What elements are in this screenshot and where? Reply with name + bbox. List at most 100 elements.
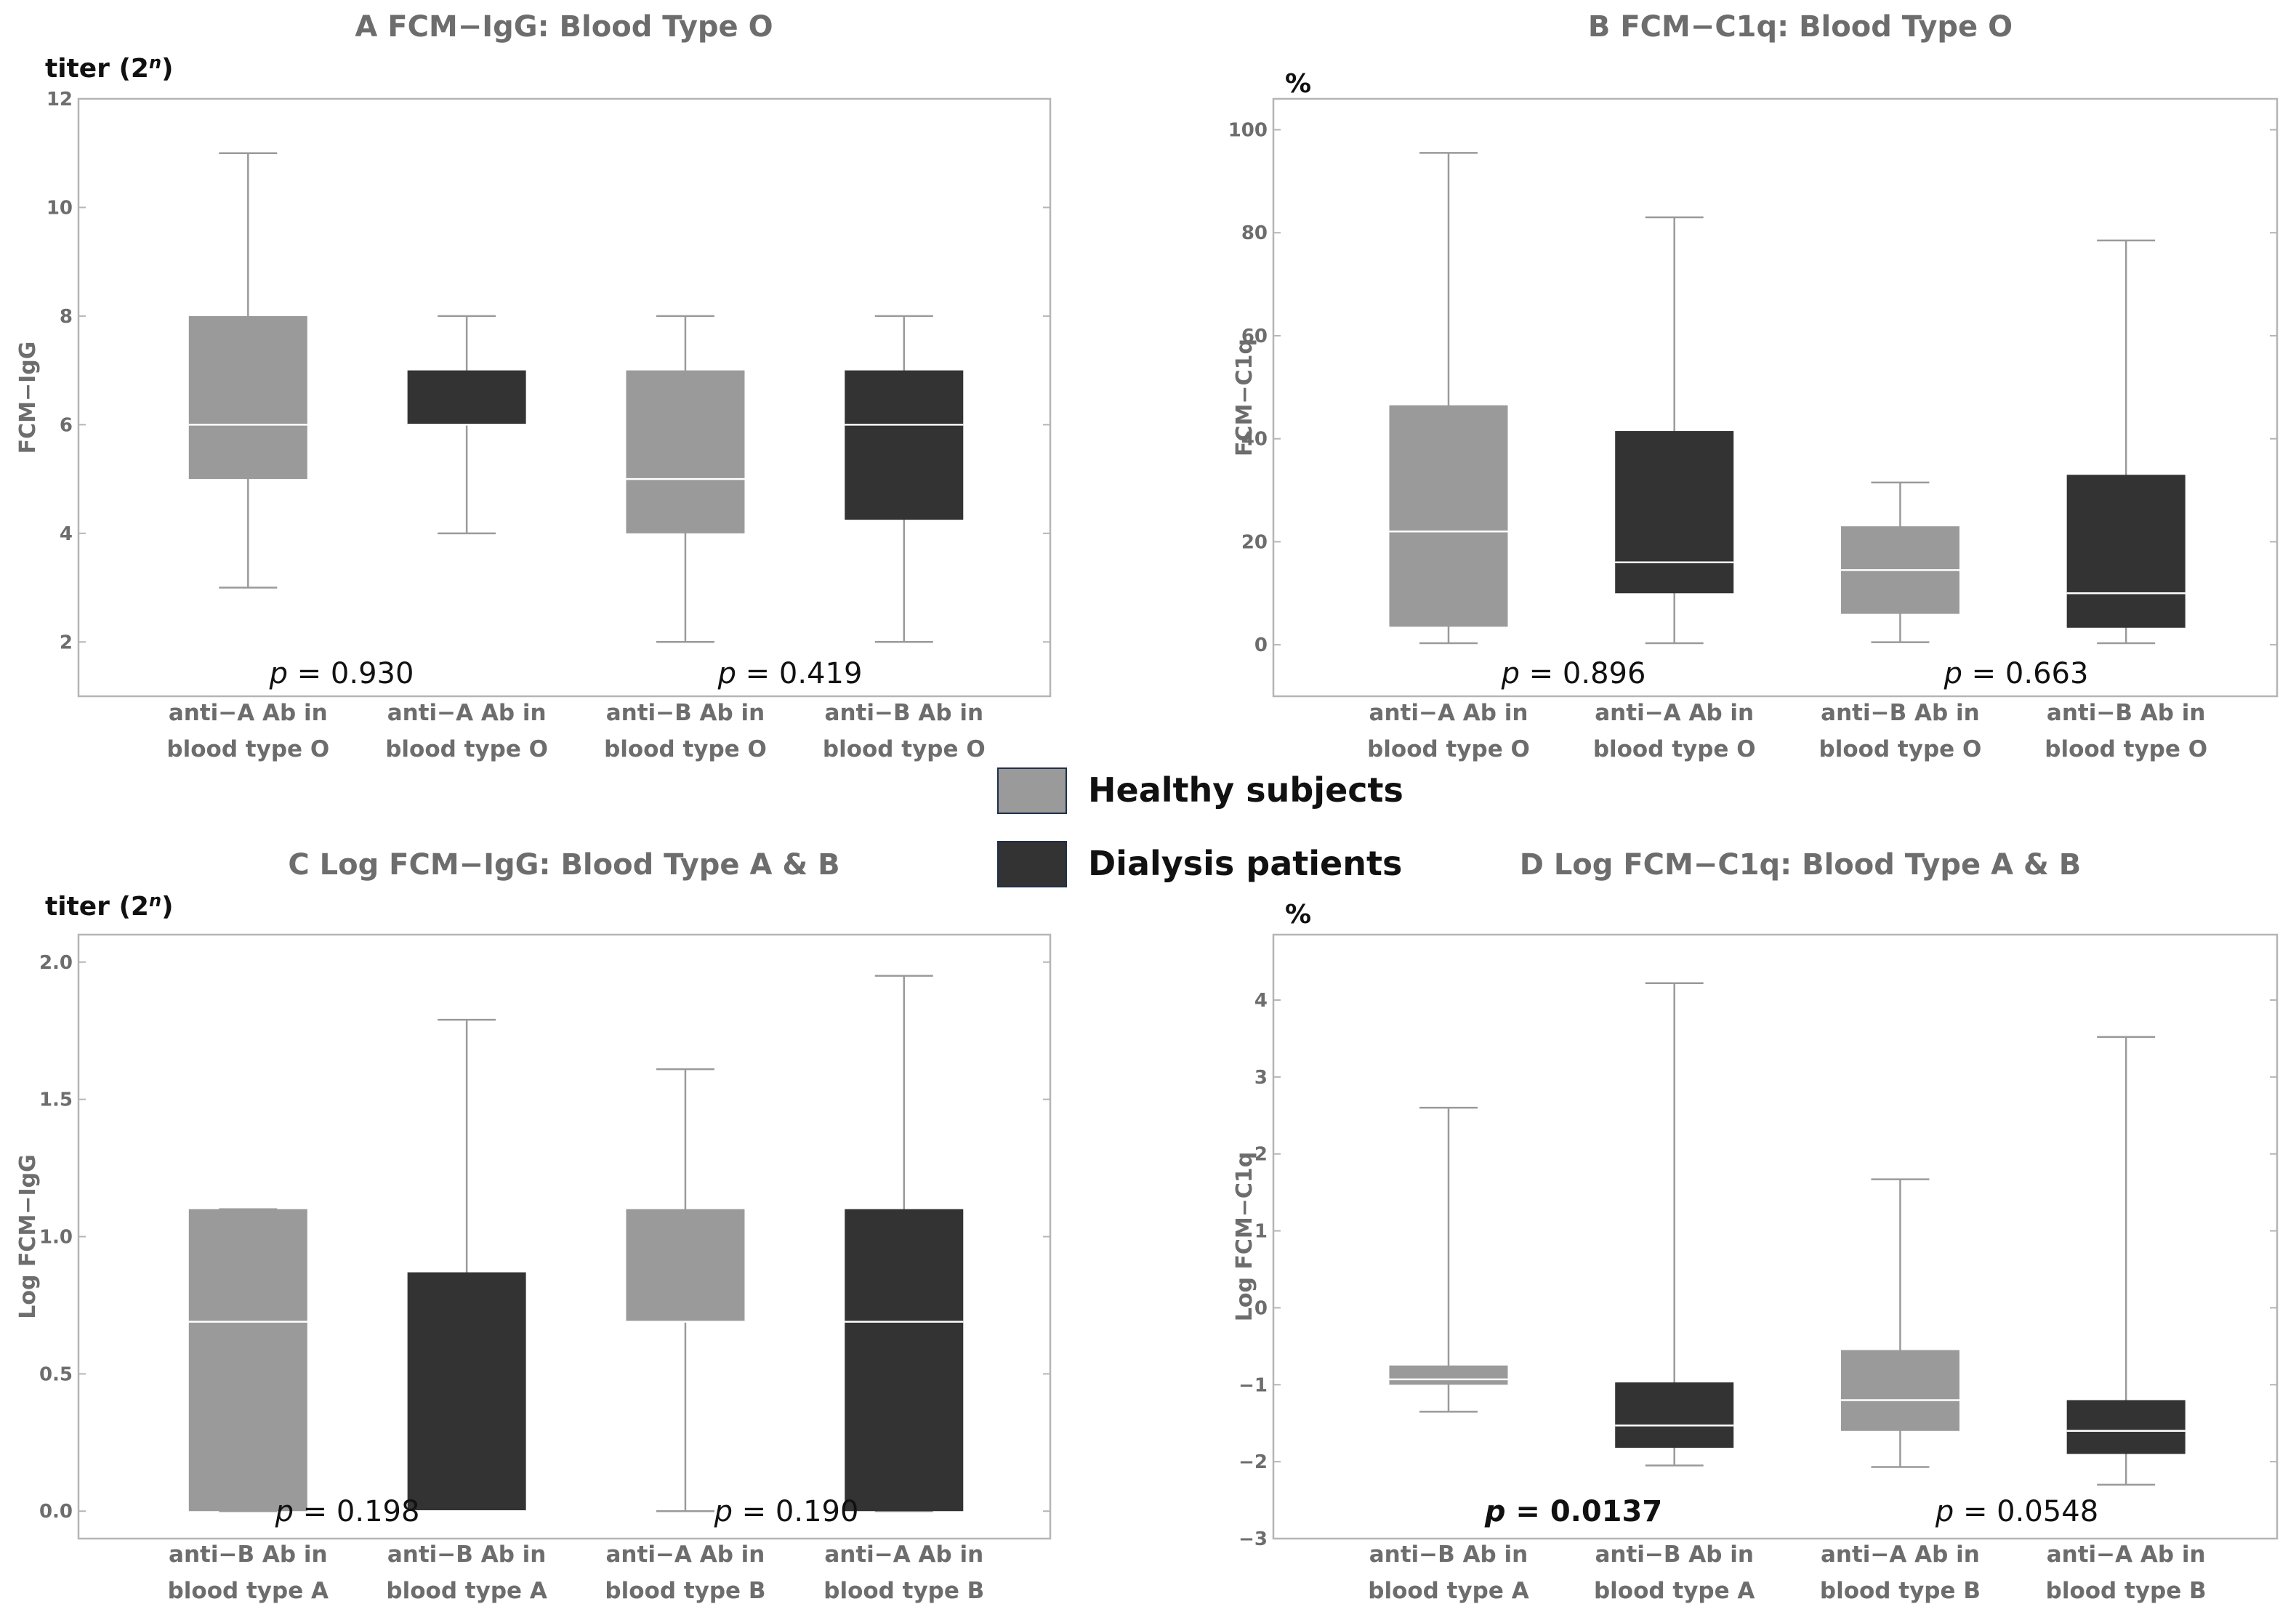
box-4 (845, 975, 964, 1512)
box-iqr (1615, 1382, 1734, 1448)
box-iqr (1389, 405, 1508, 627)
y-axis-label: Log FCM−C1q (1232, 1152, 1257, 1322)
p-value: p = 0.0137 (1484, 1495, 1662, 1528)
category-label: anti−B Ab in (1369, 1542, 1528, 1568)
category-label: blood type B (823, 1578, 984, 1604)
category-label: anti−A Ab in (2047, 1542, 2206, 1568)
category-label: anti−A Ab in (1369, 700, 1528, 726)
y-tick-label: 100 (1228, 120, 1268, 142)
p-value: p = 0.190 (714, 1495, 859, 1528)
p-value: p = 0.198 (275, 1495, 420, 1528)
box-4 (845, 315, 964, 643)
category-label: blood type A (1368, 1578, 1528, 1604)
box-iqr (1840, 1350, 1959, 1431)
box-iqr (626, 370, 745, 533)
y-tick-label: 0.0 (39, 1501, 73, 1523)
y-tick-label: 2 (1254, 1144, 1268, 1166)
category-label: blood type O (1593, 736, 1756, 762)
y-tick-label: 10 (47, 197, 73, 219)
y-tick-label: 4 (1254, 990, 1268, 1012)
y-tick-label: 3 (1254, 1067, 1268, 1089)
legend-swatch (997, 841, 1067, 887)
panel-c: C Log FCM−IgG: Blood Type A & B titer (2n… (15, 848, 1052, 1604)
p-value: p = 0.896 (1501, 657, 1646, 690)
y-tick-label: 1 (1254, 1221, 1268, 1243)
y-tick-label: 8 (60, 306, 73, 328)
y-tick-label: 4 (60, 523, 73, 545)
category-label: blood type O (823, 736, 986, 762)
box-3 (626, 315, 745, 643)
box-2 (407, 315, 526, 535)
category-label: blood type O (385, 736, 548, 762)
panel-d: D Log FCM−C1q: Blood Type A & B% −3 −2 −1 0 1… (1232, 848, 2279, 1604)
y-axis-label: Log FCM−IgG (15, 1154, 41, 1318)
plot-frame (77, 97, 1052, 698)
p-value: p = 0.663 (1943, 657, 2089, 690)
box-4 (2066, 239, 2186, 645)
category-label: blood type A (386, 1578, 547, 1604)
y-tick-label: 20 (1241, 531, 1268, 553)
category-label: anti−B Ab in (1821, 700, 1980, 726)
unit-label: titer (2n) (45, 890, 174, 922)
category-label: blood type O (604, 736, 767, 762)
category-label: anti−A Ab in (1821, 1542, 1980, 1568)
box-iqr (626, 1209, 745, 1322)
panel-title: C Log FCM−IgG: Blood Type A & B (288, 848, 839, 882)
legend: Healthy subjects Dialysis patients (997, 767, 1403, 887)
category-label: blood type B (2046, 1578, 2207, 1604)
unit-label: titer (2n) (45, 52, 174, 84)
category-label: anti−B Ab in (825, 700, 984, 726)
panel-a: A FCM−IgG: Blood Type O titer (2n) 2 4 6 8 10 1… (15, 10, 1052, 762)
box-2 (1615, 216, 1734, 645)
unit-label: % (1285, 69, 1311, 99)
legend-label: Healthy subjects (1088, 770, 1403, 810)
category-label: anti−B Ab in (169, 1542, 328, 1568)
panel-title: D Log FCM−C1q: Blood Type A & B (1520, 848, 2082, 882)
box-iqr (407, 1272, 526, 1512)
category-label: anti−A Ab in (387, 700, 547, 726)
box-iqr (2066, 475, 2186, 628)
y-tick-label: 12 (47, 89, 73, 110)
box-iqr (188, 1209, 307, 1512)
y-tick-label: −3 (1238, 1528, 1268, 1550)
p-value: p = 0.0548 (1935, 1495, 2098, 1528)
category-label: blood type O (2045, 736, 2207, 762)
y-tick-label: 0 (1254, 1297, 1268, 1319)
y-tick-label: 6 (60, 414, 73, 436)
box-1 (188, 1208, 307, 1512)
y-axis-label: FCM−IgG (15, 342, 41, 454)
category-label: anti−B Ab in (2047, 700, 2206, 726)
panel-title: B FCM−C1q: Blood Type O (1588, 10, 2013, 44)
box-1 (1389, 152, 1508, 645)
box-iqr (188, 315, 307, 480)
y-tick-label: 40 (1241, 429, 1268, 451)
unit-label: % (1285, 900, 1311, 930)
panel-title: A FCM−IgG: Blood Type O (355, 10, 773, 44)
legend-label: Dialysis patients (1088, 844, 1402, 883)
y-tick-label: 2.0 (39, 952, 73, 974)
box-iqr (845, 370, 964, 520)
category-label: anti−A Ab in (169, 700, 328, 726)
box-iqr (1389, 1365, 1508, 1385)
box-3 (1840, 1178, 1959, 1468)
box-iqr (407, 370, 526, 425)
y-tick-label: −1 (1238, 1374, 1268, 1396)
legend-swatch (997, 767, 1067, 814)
category-label: anti−A Ab in (606, 1542, 765, 1568)
category-label: blood type B (1820, 1578, 1981, 1604)
plot-frame (1272, 97, 2279, 698)
box-4 (2066, 1036, 2186, 1486)
category-label: anti−A Ab in (824, 1542, 983, 1568)
category-label: blood type O (1367, 736, 1530, 762)
box-1 (188, 152, 307, 589)
y-tick-label: 0.5 (39, 1363, 73, 1385)
y-tick-label: 1.0 (39, 1227, 73, 1249)
category-label: blood type O (166, 736, 329, 762)
y-tick-label: 0 (1254, 634, 1268, 656)
box-iqr (845, 1209, 964, 1512)
category-label: blood type B (605, 1578, 765, 1604)
plot-frame (1272, 933, 2279, 1540)
box-iqr (1615, 431, 1734, 594)
category-label: anti−A Ab in (1595, 700, 1754, 726)
